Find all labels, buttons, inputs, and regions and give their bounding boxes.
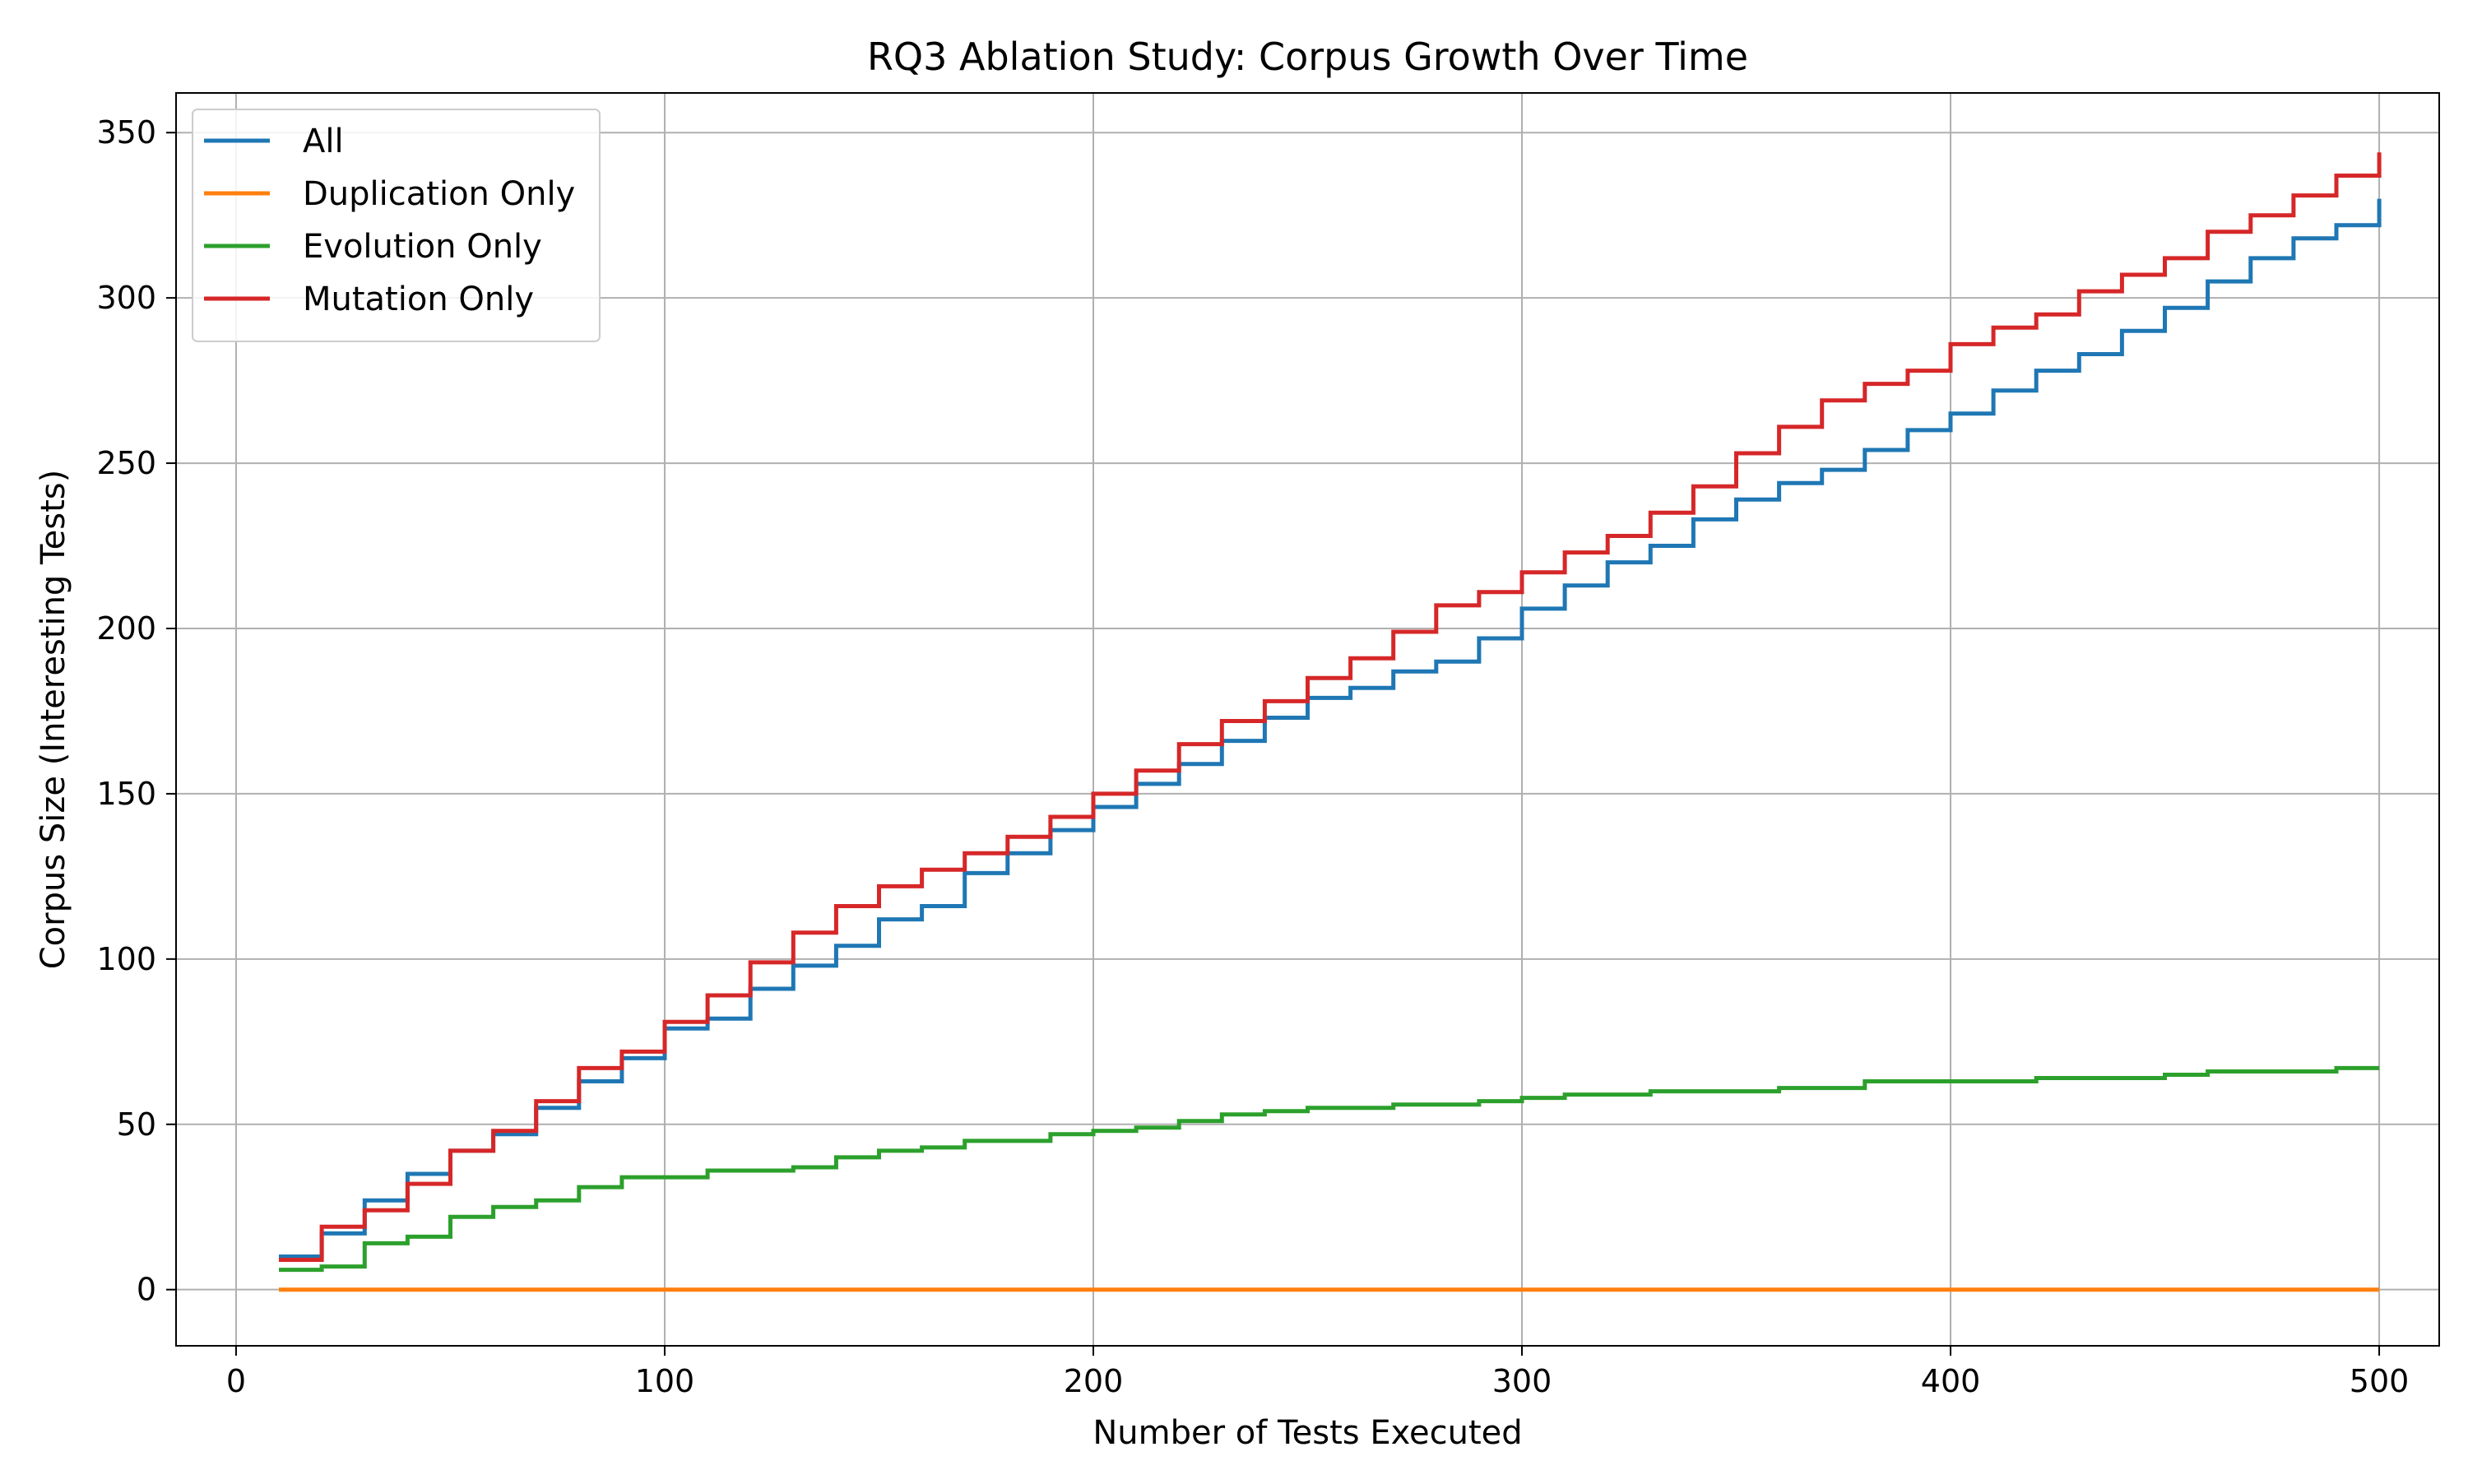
chart-title: RQ3 Ablation Study: Corpus Growth Over T… xyxy=(867,35,1748,79)
y-tick-label: 250 xyxy=(96,445,156,481)
y-tick-label: 200 xyxy=(96,610,156,647)
y-tick-label: 150 xyxy=(96,776,156,812)
grid xyxy=(176,93,2439,1346)
y-axis: 0 50 100 150 200 250 300 350 xyxy=(96,114,176,1308)
x-tick-label: 500 xyxy=(2350,1363,2410,1399)
y-tick-label: 300 xyxy=(96,280,156,316)
y-axis-label: Corpus Size (Interesting Tests) xyxy=(35,470,72,970)
legend-label-0: All xyxy=(303,123,344,160)
series-lines xyxy=(279,152,2382,1292)
y-tick-label: 350 xyxy=(96,114,156,151)
x-tick-label: 300 xyxy=(1492,1363,1552,1399)
legend-frame xyxy=(192,109,601,342)
y-tick-label: 100 xyxy=(96,941,156,977)
plot-area-frame xyxy=(175,92,2440,1347)
x-axis-label: Number of Tests Executed xyxy=(1093,1414,1522,1452)
x-tick-label: 100 xyxy=(635,1363,695,1399)
x-tick-label: 0 xyxy=(226,1363,246,1399)
x-tick-label: 200 xyxy=(1064,1363,1124,1399)
series-line-0 xyxy=(279,198,2382,1259)
y-tick-label: 0 xyxy=(137,1272,156,1308)
legend-label-1: Duplication Only xyxy=(303,175,575,213)
series-line-2 xyxy=(279,1065,2380,1273)
x-tick-label: 400 xyxy=(1921,1363,1981,1399)
y-tick-label: 50 xyxy=(117,1106,156,1143)
legend: All Duplication Only Evolution Only Mutatio… xyxy=(192,109,601,342)
x-axis: 0 100 200 300 400 500 xyxy=(226,1346,2409,1399)
legend-label-2: Evolution Only xyxy=(303,228,542,266)
series-line-3 xyxy=(279,152,2382,1262)
legend-label-3: Mutation Only xyxy=(303,281,534,318)
